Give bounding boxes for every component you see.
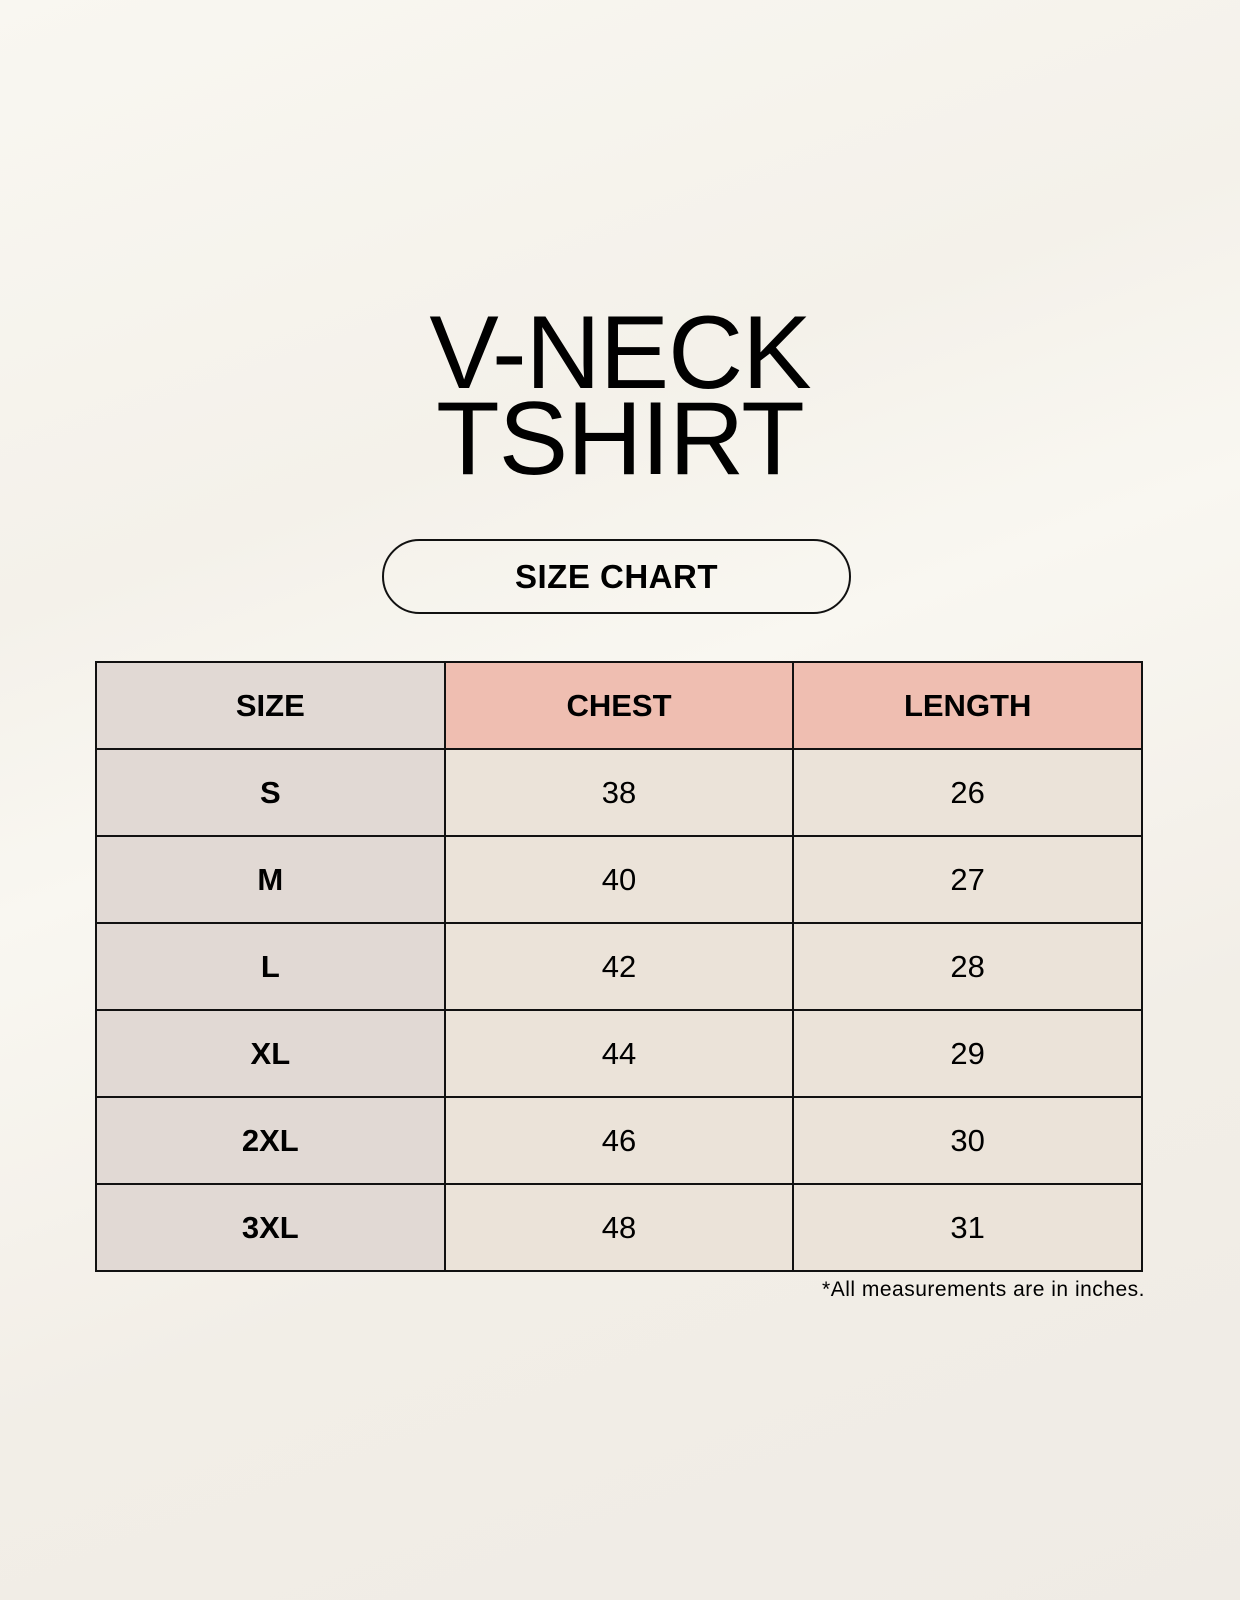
chest-cell: 40 xyxy=(443,835,795,924)
chest-cell: 42 xyxy=(443,922,795,1011)
table-row: L 42 28 xyxy=(95,922,1143,1011)
size-chart-badge: SIZE CHART xyxy=(382,539,851,614)
header-size: SIZE xyxy=(95,661,446,750)
size-cell: XL xyxy=(95,1009,446,1098)
length-cell: 27 xyxy=(792,835,1143,924)
size-table: SIZE CHEST LENGTH S 38 26 M 40 27 L 42 28 XL 44 29 2… xyxy=(95,661,1143,1272)
table-row: S 38 26 xyxy=(95,748,1143,837)
length-cell: 31 xyxy=(792,1183,1143,1272)
size-cell: S xyxy=(95,748,446,837)
size-cell: L xyxy=(95,922,446,1011)
chest-cell: 46 xyxy=(443,1096,795,1185)
title-line-1: V-NECK xyxy=(429,295,811,411)
chest-cell: 44 xyxy=(443,1009,795,1098)
footnote: *All measurements are in inches. xyxy=(822,1278,1145,1301)
title-line-2: TSHIRT xyxy=(436,381,805,497)
length-cell: 29 xyxy=(792,1009,1143,1098)
page-title: V-NECK TSHIRT xyxy=(0,295,1240,497)
chest-cell: 38 xyxy=(443,748,795,837)
size-cell: 3XL xyxy=(95,1183,446,1272)
length-cell: 30 xyxy=(792,1096,1143,1185)
table-row: M 40 27 xyxy=(95,835,1143,924)
table-row: 3XL 48 31 xyxy=(95,1183,1143,1272)
size-cell: 2XL xyxy=(95,1096,446,1185)
header-chest: CHEST xyxy=(443,661,795,750)
length-cell: 26 xyxy=(792,748,1143,837)
table-row: XL 44 29 xyxy=(95,1009,1143,1098)
length-cell: 28 xyxy=(792,922,1143,1011)
table-row: 2XL 46 30 xyxy=(95,1096,1143,1185)
header-length: LENGTH xyxy=(792,661,1143,750)
table-header-row: SIZE CHEST LENGTH xyxy=(95,661,1143,750)
size-cell: M xyxy=(95,835,446,924)
chest-cell: 48 xyxy=(443,1183,795,1272)
